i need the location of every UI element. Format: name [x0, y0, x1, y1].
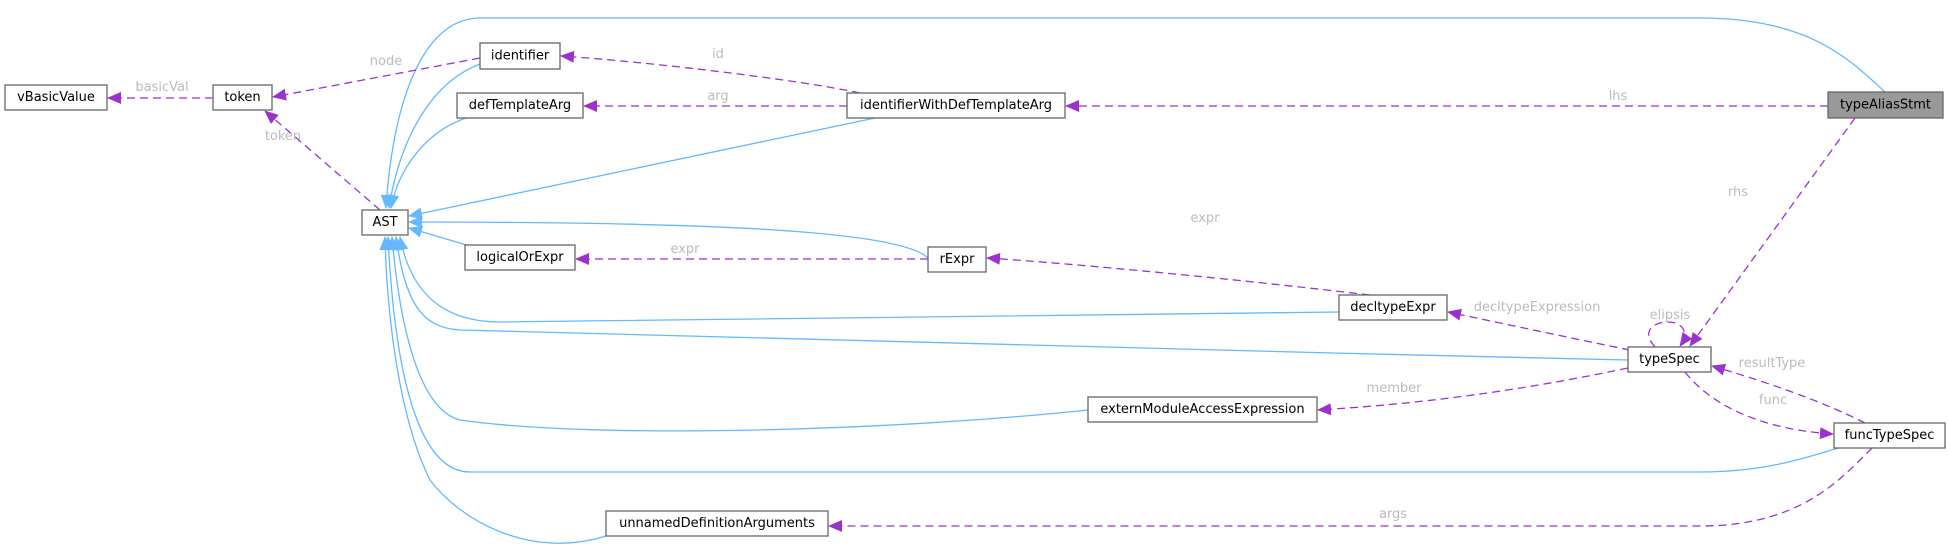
class-node-decltypeexpr[interactable]: decltypeExpr — [1338, 294, 1448, 321]
class-node-box — [1338, 294, 1448, 321]
usage-edge-expr — [986, 252, 1371, 296]
inheritance-edge-unnameddefinitionarguments-to-ast — [379, 236, 607, 544]
class-node-label: typeSpec — [1639, 352, 1700, 367]
usage-edge-args — [828, 447, 1873, 532]
edge-label-token: token — [265, 129, 301, 144]
class-node-identifier[interactable]: identifier — [479, 42, 561, 70]
class-node-functypespec[interactable]: funcTypeSpec — [1833, 422, 1946, 449]
edge-label-elipsis: elipsis — [1650, 308, 1691, 323]
edge-label-lhs: lhs — [1609, 89, 1628, 104]
class-node-box — [1627, 346, 1712, 373]
class-node-box — [846, 92, 1066, 119]
class-node-rexpr[interactable]: rExpr — [927, 246, 987, 273]
inheritance-edge-identifierwithdeftemplatearg-to-ast — [408, 117, 876, 220]
inheritance-edge-deftemplatearg-to-ast — [387, 117, 467, 209]
inheritance-edge-functypespec-to-ast — [382, 236, 1839, 473]
class-node-label: token — [224, 90, 260, 105]
class-node-box — [1833, 422, 1946, 449]
class-node-box — [927, 246, 987, 273]
usage-edge-id — [560, 50, 861, 94]
usage-edge-resulttype — [1711, 363, 1866, 424]
class-node-label: externModuleAccessExpression — [1100, 402, 1304, 417]
inheritance-edge-externmoduleaccessexpression-to-ast — [387, 236, 1089, 432]
inheritance-edge-identifier-to-ast — [385, 63, 481, 209]
class-node-label: AST — [372, 215, 397, 230]
class-node-box — [212, 84, 273, 111]
class-node-typealiasstmt[interactable]: typeAliasStmt — [1827, 91, 1944, 119]
class-node-typespec[interactable]: typeSpec — [1627, 346, 1712, 373]
class-node-label: logicalOrExpr — [476, 250, 564, 265]
class-node-box — [479, 42, 561, 70]
class-node-label: rExpr — [940, 252, 976, 267]
usage-edge-token — [264, 110, 381, 211]
edge-label-expr: expr — [1190, 211, 1220, 226]
class-node-label: decltypeExpr — [1350, 300, 1436, 315]
class-node-box — [464, 244, 576, 271]
class-node-label: identifierWithDefTemplateArg — [860, 98, 1052, 113]
class-node-box — [456, 92, 584, 119]
class-node-logicalorexpr[interactable]: logicalOrExpr — [464, 244, 576, 271]
class-node-ast[interactable]: AST — [361, 209, 409, 236]
usage-edge-decltypeexpression — [1447, 308, 1631, 351]
class-node-box — [1827, 91, 1944, 119]
class-node-externmoduleaccessexpression[interactable]: externModuleAccessExpression — [1087, 396, 1318, 423]
edge-label-func: func — [1759, 393, 1787, 408]
usage-edge-func — [1684, 371, 1834, 440]
inheritance-edge-logicalorexpr-to-ast — [408, 225, 471, 247]
edge-label-decltypeexpression: decltypeExpression — [1474, 300, 1601, 315]
inheritance-edge-rexpr-to-ast — [408, 216, 929, 259]
edge-label-id: id — [712, 47, 724, 62]
class-node-deftemplatearg[interactable]: defTemplateArg — [456, 92, 584, 119]
class-node-unnameddefinitionarguments[interactable]: unnamedDefinitionArguments — [605, 510, 829, 537]
edge-label-node: node — [370, 54, 402, 69]
class-node-label: funcTypeSpec — [1845, 428, 1935, 443]
class-node-label: typeAliasStmt — [1840, 98, 1931, 113]
class-node-label: defTemplateArg — [469, 98, 571, 113]
class-node-identifierwithdeftemplatearg[interactable]: identifierWithDefTemplateArg — [846, 92, 1066, 119]
edge-label-basicval: basicVal — [135, 80, 188, 95]
usage-edge-member — [1317, 367, 1629, 416]
class-node-label: unnamedDefinitionArguments — [619, 516, 815, 531]
class-node-vbasicvalue[interactable]: vBasicValue — [4, 84, 108, 111]
class-node-box — [4, 84, 108, 111]
edge-label-expr: expr — [670, 242, 700, 257]
class-node-box — [361, 209, 409, 236]
class-node-box — [605, 510, 829, 537]
edge-label-rhs: rhs — [1728, 185, 1748, 200]
usage-edge-elipsis — [1648, 321, 1693, 348]
usage-edge-node — [272, 57, 481, 101]
edge-label-arg: arg — [707, 89, 728, 104]
edge-label-args: args — [1379, 507, 1407, 522]
class-node-token[interactable]: token — [212, 84, 273, 111]
usage-edge-rhs — [1689, 117, 1856, 347]
edge-label-member: member — [1367, 381, 1423, 396]
class-node-label: identifier — [491, 49, 550, 64]
class-node-label: vBasicValue — [17, 90, 95, 105]
edge-label-resulttype: resultType — [1739, 356, 1806, 371]
class-node-box — [1087, 396, 1318, 423]
inheritance-edge-typealiasstmt-to-ast — [380, 17, 1886, 209]
